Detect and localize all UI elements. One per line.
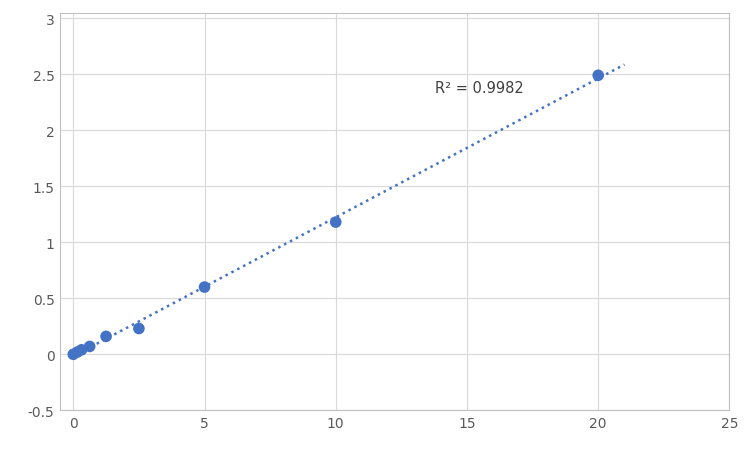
Point xyxy=(592,73,604,80)
Point xyxy=(75,346,87,354)
Point xyxy=(67,351,79,358)
Point xyxy=(83,343,96,350)
Point xyxy=(329,219,341,226)
Text: R² = 0.9982: R² = 0.9982 xyxy=(435,81,524,96)
Point xyxy=(133,325,145,332)
Point xyxy=(199,284,211,291)
Point xyxy=(71,349,83,356)
Point xyxy=(100,333,112,340)
